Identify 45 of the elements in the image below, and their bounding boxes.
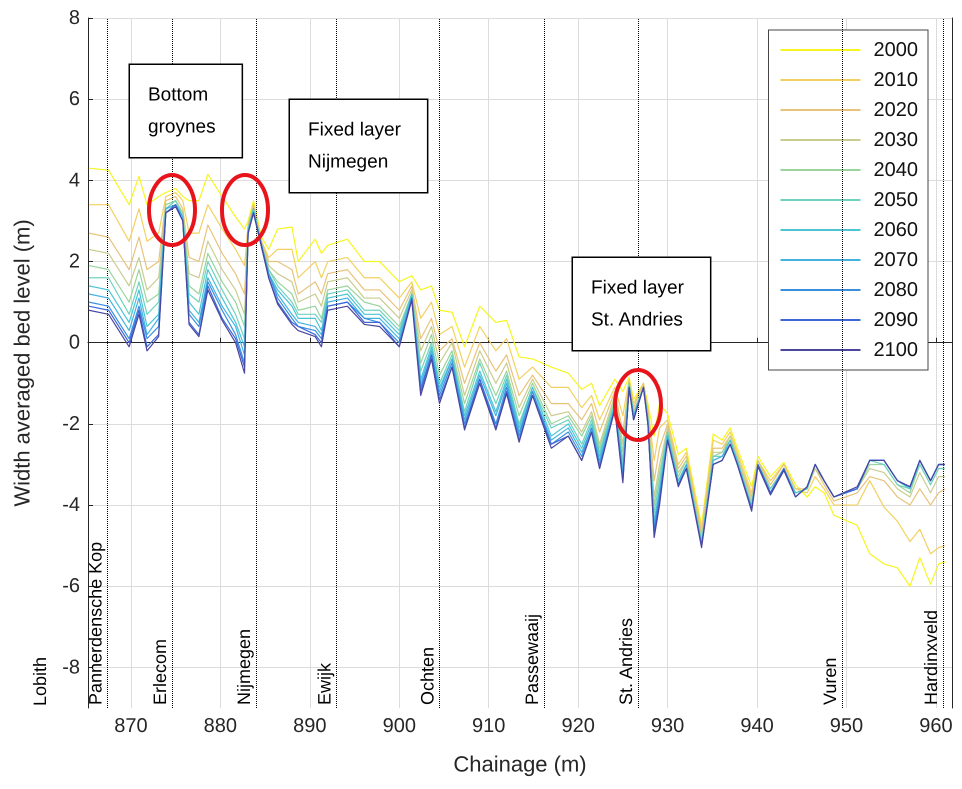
ref-line-label: Hardinxveld (921, 610, 942, 705)
ref-line-label: Ewijk (314, 662, 335, 705)
legend-label: 2050 (874, 189, 918, 211)
ref-line-label: Nijmegen (234, 628, 254, 705)
x-tick-label: 890 (293, 715, 326, 737)
legend-label: 2100 (874, 339, 918, 361)
y-tick-label: -2 (62, 412, 80, 435)
annotation: Fixed layer Nijmegen (308, 120, 402, 172)
x-tick-label: 880 (204, 715, 238, 737)
x-tick-label: 950 (830, 715, 864, 737)
legend-label: 2000 (874, 39, 918, 61)
ref-line-label: Vuren (820, 658, 840, 705)
x-axis-title: Chainage (m) (453, 752, 587, 776)
y-axis-title: Width averaged bed level (m) (10, 219, 34, 507)
annotation: Fixed layer St. Andries (591, 278, 685, 330)
x-tick-label: 930 (650, 715, 684, 737)
ref-line-label: Erlecom (150, 638, 170, 705)
x-tick-label: 940 (740, 715, 774, 737)
y-tick-label: 0 (68, 332, 80, 354)
legend-label: 2010 (874, 69, 918, 91)
legend-label: 2080 (874, 279, 918, 301)
y-tick-label: 4 (68, 169, 80, 192)
x-tick-label: 960 (919, 715, 953, 737)
legend-label: 2070 (874, 249, 918, 271)
ref-line-label: Pannerdensche Kop (86, 542, 106, 705)
y-tick-label: 2 (68, 250, 80, 273)
y-tick-label: 6 (68, 88, 80, 110)
annotation: Bottom groynes (148, 84, 216, 138)
y-tick-label: -6 (62, 575, 80, 598)
ref-line-label: St. Andries (616, 618, 636, 705)
legend-label: 2040 (874, 159, 918, 181)
legend-label: 2020 (874, 99, 918, 121)
x-tick-label: 870 (114, 715, 148, 737)
y-tick-label: 8 (68, 7, 80, 29)
legend-label: 2030 (874, 129, 918, 151)
y-tick-label: -4 (62, 494, 80, 516)
legend-label: 2060 (874, 219, 918, 241)
legend-label: 2090 (874, 309, 918, 331)
ref-line-label: Passewaaij (522, 614, 542, 705)
x-tick-label: 920 (561, 715, 595, 737)
y-tick-label: -8 (62, 656, 80, 678)
text: Lobith (30, 656, 50, 706)
x-tick-label: 900 (382, 715, 416, 737)
x-tick-label: 910 (472, 715, 506, 737)
ref-line-label: Ochten (418, 646, 438, 705)
